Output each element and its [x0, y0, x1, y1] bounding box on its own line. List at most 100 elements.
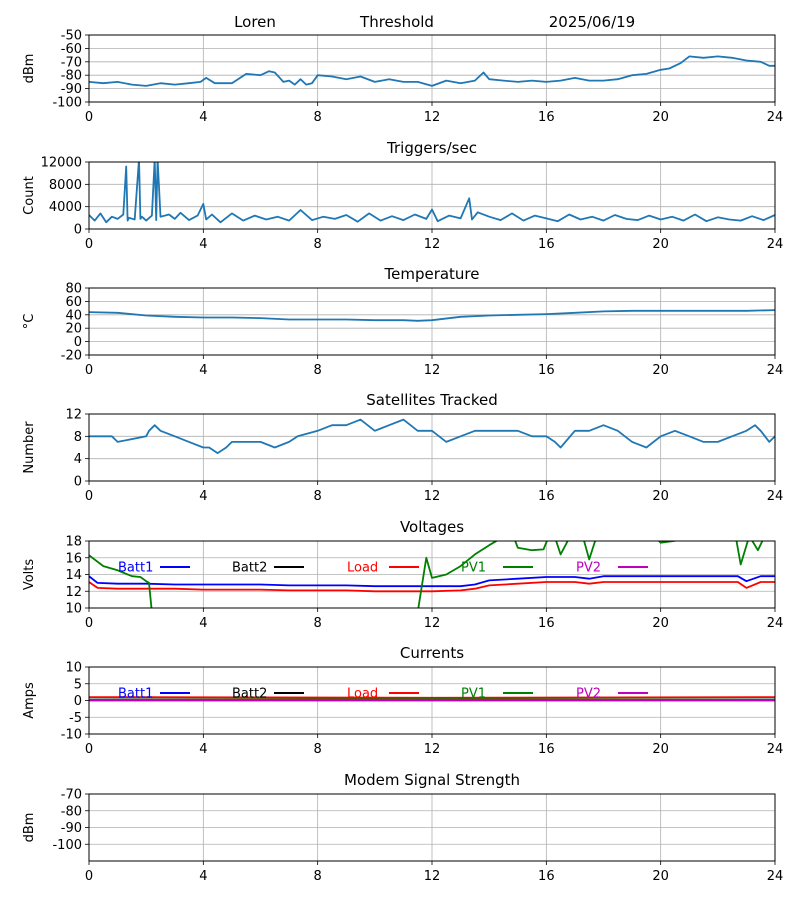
x-tick-label: 4 [199, 869, 207, 884]
chart-title: Modem Signal Strength [344, 771, 520, 789]
y-axis-label: dBm [22, 54, 37, 84]
x-tick-label: 24 [767, 742, 784, 757]
header-date: 2025/06/19 [549, 13, 635, 31]
series-line-1 [89, 55, 775, 87]
x-tick-label: 8 [314, 237, 322, 252]
x-tick-label: 20 [652, 869, 669, 884]
x-tick-label: 20 [652, 616, 669, 631]
y-tick-label: 16 [65, 551, 82, 566]
y-tick-label: 10 [65, 602, 82, 617]
y-tick-label: 4000 [49, 200, 82, 215]
x-tick-label: 12 [424, 489, 441, 504]
series-line-load [89, 581, 775, 593]
plot-frame [88, 666, 776, 735]
x-tick-label: 20 [652, 237, 669, 252]
x-tick-label: 8 [314, 869, 322, 884]
chart-title: Triggers/sec [386, 139, 477, 157]
x-tick-label: 24 [767, 237, 784, 252]
x-tick-label: 12 [424, 869, 441, 884]
y-tick-label: 20 [65, 322, 82, 337]
x-tick-label: 16 [538, 237, 555, 252]
figure-header: Loren Threshold 2025/06/19 [234, 13, 635, 31]
y-tick-label: -70 [61, 788, 82, 803]
header-mode: Threshold [359, 13, 434, 31]
y-tick-label: 18 [65, 535, 82, 550]
legend-label: Batt2 [232, 687, 267, 702]
x-tick-label: 12 [424, 742, 441, 757]
legend-label: Batt2 [232, 561, 267, 576]
y-tick-label: 60 [65, 295, 82, 310]
x-tick-label: 20 [652, 110, 669, 125]
x-tick-label: 0 [85, 869, 93, 884]
y-tick-label: -80 [61, 69, 82, 84]
y-tick-label: 4 [74, 452, 82, 467]
x-tick-label: 4 [199, 237, 207, 252]
y-tick-label: -100 [52, 838, 82, 853]
x-tick-label: 16 [538, 616, 555, 631]
legend-label: PV1 [461, 561, 486, 576]
x-tick-label: 24 [767, 489, 784, 504]
x-tick-label: 12 [424, 237, 441, 252]
x-tick-label: 8 [314, 110, 322, 125]
series-line-1 [89, 418, 775, 455]
x-tick-label: 24 [767, 110, 784, 125]
series-line-1 [89, 309, 775, 322]
y-tick-label: -5 [69, 711, 82, 726]
y-axis-label: Count [22, 176, 37, 215]
y-tick-label: -50 [61, 29, 82, 44]
panel-1: 0 4 8 12 16 20 24 -50-60-70-80-90-100 dBm [22, 29, 783, 126]
x-tick-label: 12 [424, 110, 441, 125]
y-tick-label: 8000 [49, 178, 82, 193]
series-line-pv1 [89, 541, 764, 608]
series-line-batt1 [89, 575, 775, 588]
x-tick-label: 0 [85, 110, 93, 125]
chart-title: Temperature [383, 265, 479, 283]
x-tick-label: 16 [538, 110, 555, 125]
y-axis-label: Amps [22, 682, 37, 719]
x-tick-label: 24 [767, 616, 784, 631]
plot-frame [88, 793, 776, 862]
x-tick-label: 8 [314, 616, 322, 631]
chart-title: Currents [400, 644, 464, 662]
y-tick-label: -70 [61, 55, 82, 70]
y-tick-label: -100 [52, 96, 82, 111]
y-tick-label: 5 [74, 677, 82, 692]
x-tick-label: 8 [314, 363, 322, 378]
y-tick-label: 12 [65, 585, 82, 600]
y-axis-label: dBm [22, 813, 37, 843]
panel-2: 0 4 8 12 16 20 24 0 4000 8000 12000 Triggers/sec Cou… [22, 139, 783, 252]
x-tick-label: 0 [85, 616, 93, 631]
y-axis-label: Volts [22, 559, 37, 591]
x-tick-label: 8 [314, 489, 322, 504]
x-tick-label: 4 [199, 616, 207, 631]
y-tick-label: 12 [65, 408, 82, 423]
y-tick-label: -20 [61, 349, 82, 364]
x-tick-label: 12 [424, 363, 441, 378]
x-tick-label: 0 [85, 489, 93, 504]
y-tick-label: 12000 [41, 156, 82, 171]
x-tick-label: 16 [538, 363, 555, 378]
header-station: Loren [234, 13, 276, 31]
y-tick-label: 0 [74, 223, 82, 238]
y-tick-label: -60 [61, 42, 82, 57]
y-tick-label: -90 [61, 82, 82, 97]
legend-label: Batt1 [118, 687, 153, 702]
y-tick-label: 0 [74, 475, 82, 490]
y-tick-label: 14 [65, 568, 82, 583]
x-tick-label: 16 [538, 869, 555, 884]
y-tick-label: -90 [61, 821, 82, 836]
y-tick-label: 10 [65, 661, 82, 676]
x-tick-label: 4 [199, 489, 207, 504]
x-tick-label: 20 [652, 742, 669, 757]
plot-frame [88, 540, 776, 609]
chart-title: Satellites Tracked [366, 391, 497, 409]
panel-4: 0 4 8 12 16 20 24 0 4 8 12 Satellites Tracked Number [22, 391, 783, 504]
y-tick-label: 80 [65, 282, 82, 297]
x-tick-label: 4 [199, 363, 207, 378]
x-tick-label: 8 [314, 742, 322, 757]
x-tick-label: 4 [199, 742, 207, 757]
